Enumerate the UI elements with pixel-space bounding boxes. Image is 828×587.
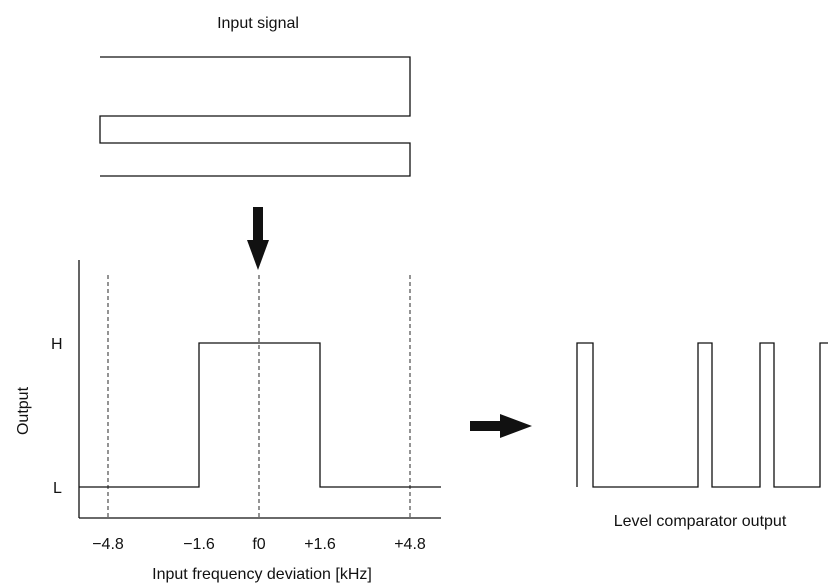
- x-tick-label: +1.6: [304, 536, 336, 553]
- comparator-output-waveform: [576, 342, 828, 488]
- x-tick-label: f0: [252, 536, 265, 553]
- input-signal-waveform: [99, 56, 411, 177]
- level-high-label: H: [51, 336, 63, 353]
- output-response-line: [79, 342, 441, 488]
- x-axis-title: Input frequency deviation [kHz]: [152, 566, 372, 583]
- level-low-label: L: [53, 480, 62, 497]
- right-arrow-icon: [470, 414, 532, 438]
- x-tick-label: −1.6: [183, 536, 215, 553]
- comparator-output-label: Level comparator output: [614, 513, 787, 530]
- input-signal-label: Input signal: [217, 15, 299, 32]
- output-graph: H L Output −4.8 −1.6 f0 +1.6 +4.8 Input …: [15, 260, 441, 583]
- down-arrow-icon: [247, 207, 269, 270]
- x-tick-label: −4.8: [92, 536, 124, 553]
- x-tick-label: +4.8: [394, 536, 426, 553]
- y-axis-title: Output: [15, 386, 32, 435]
